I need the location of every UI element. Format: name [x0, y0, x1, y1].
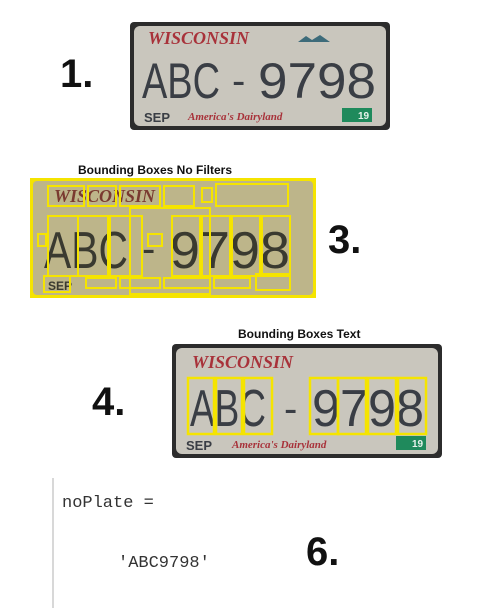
bbox-emblem	[201, 187, 213, 203]
plate-state-text: WISCONSIN	[148, 28, 250, 48]
text-bbox-c	[242, 376, 274, 436]
text-boxes-title: Bounding Boxes Text	[238, 327, 361, 341]
bbox-slogan-1	[85, 277, 117, 289]
text-bbox-8	[396, 376, 428, 436]
code-output-block: noPlate = 'ABC9798'	[52, 478, 304, 608]
code-result-value: 'ABC9798'	[118, 554, 210, 573]
plate-slogan: America's Dairyland	[187, 111, 283, 123]
no-filters-plate-image: WISCONSIN ABC - 9798 SEP	[30, 178, 316, 298]
text-boxes-plate-sticker	[396, 436, 426, 450]
plate-dash: -	[232, 59, 245, 103]
text-boxes-plate-sticker-text: 19	[412, 439, 424, 450]
bbox-char-c	[109, 215, 143, 277]
bbox-slogan-4	[213, 277, 251, 289]
step-number-6: 6.	[306, 530, 340, 574]
bbox-state-1	[47, 185, 85, 207]
text-boxes-plate-dash: -	[284, 387, 297, 431]
plate-sticker	[342, 108, 372, 122]
plate-sticker-text: 19	[358, 111, 370, 122]
text-boxes-plate-slogan: America's Dairyland	[231, 439, 327, 451]
no-filters-plate-state: WISCONSIN	[54, 186, 156, 206]
text-bbox-9b	[366, 376, 398, 436]
bbox-slogan-2	[119, 277, 161, 289]
plate-number-left: ABC	[142, 53, 220, 109]
bbox-state-2	[87, 185, 117, 207]
bbox-sticker	[255, 273, 291, 291]
no-filters-plate-month: SEP	[48, 279, 72, 293]
code-variable-line: noPlate =	[62, 494, 154, 513]
text-boxes-plate-month: SEP	[186, 438, 212, 453]
text-bbox-b	[214, 376, 244, 436]
plate-scenery-icon	[298, 35, 330, 42]
bbox-scenery	[215, 183, 289, 207]
original-plate-image: WISCONSIN ABC - 9798 SEP America's Dairy…	[130, 22, 390, 130]
bbox-char-b	[77, 215, 109, 277]
text-boxes-plate-number-left: ABC	[190, 380, 266, 438]
bbox-month	[43, 275, 71, 293]
text-bbox-a	[186, 376, 216, 436]
bbox-dash	[147, 233, 163, 247]
text-boxes-plate-state: WISCONSIN	[192, 352, 294, 372]
bbox-char-8	[261, 215, 291, 277]
step-number-4: 4.	[92, 380, 126, 424]
bbox-char-9b	[231, 215, 261, 277]
bbox-char-7	[201, 215, 231, 277]
text-bbox-7	[336, 376, 368, 436]
bbox-char-9a	[171, 215, 201, 277]
bbox-state-3	[119, 185, 161, 207]
no-filters-title: Bounding Boxes No Filters	[78, 163, 233, 177]
bbox-small-left	[37, 233, 47, 247]
no-filters-plate-number-left: ABC	[44, 222, 128, 280]
bbox-large-span	[129, 207, 211, 295]
bbox-state-4	[163, 185, 195, 207]
plate-month: SEP	[144, 110, 170, 125]
text-boxes-plate-image: WISCONSIN ABC - 9798 SEP America's Dairy…	[172, 344, 442, 458]
step-number-1: 1.	[60, 52, 94, 96]
no-filters-plate-dash: -	[142, 227, 155, 271]
plate-number-right: 9798	[258, 53, 376, 109]
step-number-3: 3.	[328, 218, 362, 262]
